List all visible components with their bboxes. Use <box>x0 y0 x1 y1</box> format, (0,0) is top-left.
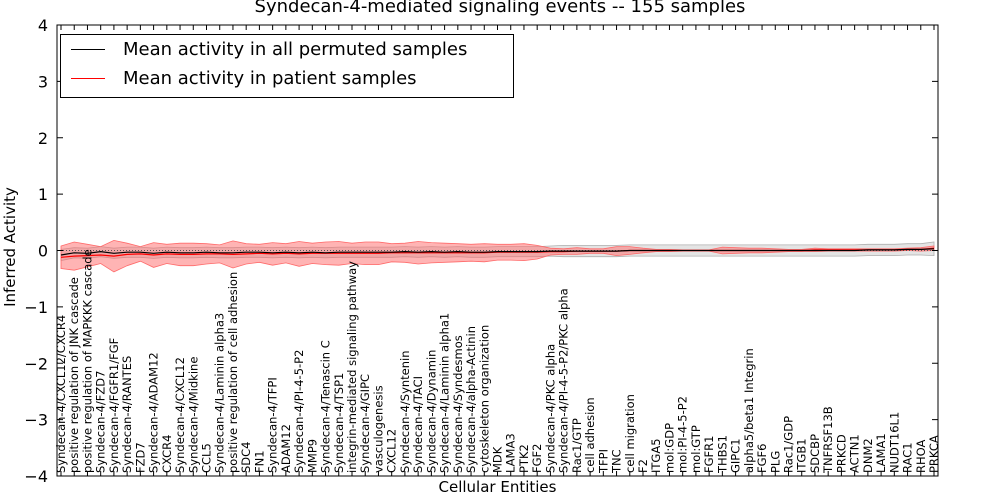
x-tick-label: FZD7 <box>133 442 147 473</box>
x-tick-label: Rac1/GDP <box>782 416 796 473</box>
x-tick-label: cytoskeleton organization <box>477 325 491 473</box>
x-tick-label: GIPC1 <box>729 438 743 473</box>
x-tick-label: Syndecan-4/FZD7 <box>94 371 108 473</box>
x-tick-label: FGFR1 <box>702 436 716 473</box>
x-tick-label: Syndecan-4/Tenascin C <box>319 340 333 473</box>
x-tick-label: MMP9 <box>305 439 319 473</box>
x-tick-label: TFPI <box>596 449 610 474</box>
x-tick-label: CCL5 <box>200 443 214 473</box>
x-tick-label: MDK <box>491 446 505 473</box>
y-tick-label: 3 <box>38 72 48 91</box>
x-tick-label: Syndecan-4/Syndesmos <box>451 335 465 473</box>
x-tick-label: PRKCA <box>927 435 941 473</box>
line-permuted <box>60 248 935 256</box>
x-tick-label: ACTN1 <box>848 434 862 473</box>
x-tick-label: Syndecan-4/CXCL12 <box>173 357 187 473</box>
x-tick-label: PRKCD <box>834 434 848 473</box>
x-tick-label: ITGB1 <box>795 438 809 473</box>
x-tick-label: NUDT16L1 <box>887 412 901 473</box>
x-tick-label: mol:GTP <box>689 425 703 473</box>
legend: Mean activity in all permuted samples Me… <box>60 34 514 98</box>
x-tick-label: DNM2 <box>861 438 875 473</box>
x-tick-label: Syndecan-4/TACI <box>411 376 425 473</box>
y-axis-ticks: 4 3 2 1 0 −1 −2 −3 −4 <box>24 16 938 486</box>
x-tick-label: F2 <box>636 459 650 473</box>
x-tick-label: Syndecan-4/Midkine <box>186 357 200 473</box>
x-tick-label: RAC1 <box>901 442 915 473</box>
x-tick-label: PTK2 <box>517 444 531 473</box>
x-tick-label: Syndecan-4/Dynamin <box>424 350 438 473</box>
x-tick-label: SDC4 <box>239 441 253 473</box>
y-axis-label: Inferred Activity <box>1 187 19 307</box>
x-tick-label: Syndecan-4/RANTES <box>120 356 134 473</box>
legend-label-patient: Mean activity in patient samples <box>123 68 417 89</box>
x-tick-label: Syndecan-4/CXCL12/CXCR4 <box>54 315 68 473</box>
x-tick-label: Syndecan-4/ADAM12 <box>147 352 161 473</box>
x-tick-label: cell migration <box>623 394 637 473</box>
y-tick-label: −3 <box>24 411 48 430</box>
legend-entry-patient: Mean activity in patient samples <box>71 68 417 89</box>
x-tick-label: Syndecan-4/GIPC <box>358 374 372 473</box>
x-tick-label: RHOA <box>914 440 928 473</box>
x-tick-label: LAMA1 <box>874 433 888 473</box>
y-tick-label: 1 <box>38 185 48 204</box>
x-tick-label: Syndecan-4/PI-4-5-P2/PKC alpha <box>557 288 571 473</box>
x-tick-label: Syndecan-4/TFPI <box>266 377 280 473</box>
x-tick-label: mol:PI-4-5-P2 <box>676 396 690 473</box>
x-tick-label: FGF2 <box>530 444 544 473</box>
legend-swatch-patient <box>71 77 105 79</box>
x-tick-label: vasculogenesis <box>372 385 386 473</box>
x-tick-label: Syndecan-4/FGFR1/FGF <box>107 338 121 473</box>
y-tick-label: −1 <box>24 298 48 317</box>
x-tick-label: Syndecan-4/Laminin alpha1 <box>438 313 452 473</box>
legend-label-permuted: Mean activity in all permuted samples <box>123 39 468 60</box>
y-tick-label: 4 <box>38 16 48 35</box>
x-tick-label: Rac1/GTP <box>570 418 584 473</box>
x-tick-label: Syndecan-4/TSP1 <box>332 373 346 473</box>
x-axis-ticks: Syndecan-4/CXCL12/CXCR4 positive regulati… <box>54 25 941 476</box>
x-tick-label: ITGA5 <box>649 438 663 473</box>
x-tick-label: Syndecan-4/alpha-Actinin <box>464 326 478 473</box>
x-tick-label: Syndecan-4/Syntenin <box>398 350 412 473</box>
x-tick-label: PLG <box>768 451 782 473</box>
x-tick-label: alpha5/beta1 Integrin <box>742 348 756 473</box>
x-tick-label: positive regulation of JNK cascade <box>67 277 81 473</box>
x-tick-label: integrin-mediated signaling pathway <box>345 261 359 473</box>
y-tick-label: −2 <box>24 354 48 373</box>
y-tick-label: 0 <box>38 242 48 261</box>
x-tick-label: SDCBP <box>808 434 822 473</box>
x-tick-label: Syndecan-4/PKC alpha <box>543 344 557 473</box>
y-tick-label: −4 <box>24 467 48 486</box>
x-tick-label: Syndecan-4/PI-4-5-P2 <box>292 350 306 473</box>
x-tick-label: FN1 <box>252 450 266 473</box>
legend-entry-permuted: Mean activity in all permuted samples <box>71 39 467 60</box>
x-tick-label: LAMA3 <box>504 433 518 473</box>
x-tick-label: FGF6 <box>755 444 769 473</box>
series-lines <box>60 247 935 258</box>
x-tick-label: positive regulation of cell adhesion <box>226 272 240 473</box>
x-tick-label: THBS1 <box>715 435 729 474</box>
x-tick-label: TNFRSF13B <box>821 406 835 474</box>
legend-swatch-permuted <box>71 48 105 50</box>
x-tick-label: positive regulation of MAPKKK cascade <box>81 249 95 473</box>
x-tick-label: cell adhesion <box>583 397 597 473</box>
plot-frame <box>56 24 939 477</box>
chart-title: Syndecan-4-mediated signaling events -- … <box>254 0 746 17</box>
confidence-bands <box>60 239 935 273</box>
x-tick-label: mol:GDP <box>663 423 677 473</box>
y-tick-label: 2 <box>38 129 48 148</box>
x-tick-label: Syndecan-4/Laminin alpha3 <box>213 313 227 473</box>
x-tick-label: CXCR4 <box>160 435 174 473</box>
x-tick-label: CXCL12 <box>385 429 399 473</box>
x-tick-label: ADAM12 <box>279 424 293 473</box>
x-axis-label: Cellular Entities <box>438 478 557 496</box>
x-tick-label: TNC <box>610 449 624 474</box>
